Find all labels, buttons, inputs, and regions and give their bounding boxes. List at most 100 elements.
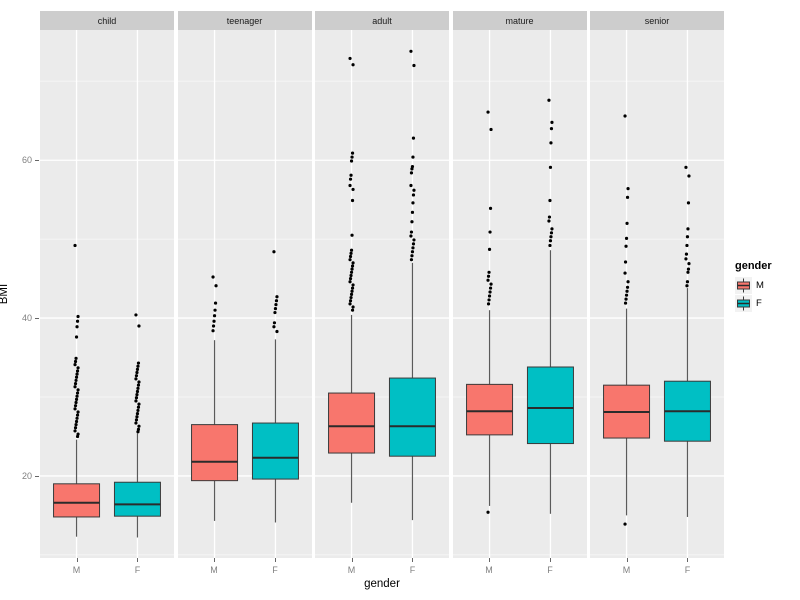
outlier-point [626, 187, 630, 191]
boxplot-mature-F [526, 98, 574, 445]
boxplot-senior-F [663, 165, 711, 442]
outlier-point [213, 301, 217, 305]
outlier-point [73, 385, 77, 389]
outlier-point [488, 282, 493, 286]
outlier-point [136, 430, 140, 434]
facet-strip: mature [452, 11, 587, 30]
outlier-point [546, 219, 551, 223]
outlier-point [136, 383, 141, 387]
facet-panel [452, 30, 587, 558]
x-tick-mark [549, 558, 551, 562]
outlier-point [76, 366, 80, 370]
outlier-point [137, 402, 141, 406]
outlier-point [547, 243, 552, 248]
outlier-point [547, 215, 551, 219]
outlier-point [211, 324, 215, 328]
outlier-point [349, 292, 354, 296]
x-tick-mark [351, 558, 353, 562]
y-tick-label: 60 [21, 155, 32, 166]
outlier-point [686, 267, 691, 271]
legend-item: M [735, 276, 799, 294]
outlier-point [136, 386, 140, 390]
outlier-point [137, 424, 141, 428]
facet-strip: adult [315, 11, 449, 30]
outlier-point [74, 335, 79, 339]
outlier-point [135, 367, 140, 371]
outlier-point [687, 262, 691, 266]
facet-strip: child [40, 11, 174, 30]
legend-key-boxplot-glyph [735, 276, 752, 294]
outlier-point [410, 220, 414, 224]
outlier-point [75, 369, 80, 373]
outlier-point [349, 273, 353, 278]
outlier-point [487, 230, 492, 234]
boxplot-child-F [113, 313, 161, 517]
x-tick-label: M [622, 565, 631, 575]
outlier-point [488, 206, 492, 210]
outlier-point [75, 416, 79, 420]
outlier-point [412, 238, 416, 242]
outlier-point [626, 280, 630, 284]
outlier-point [348, 280, 352, 284]
outlier-point [74, 423, 78, 427]
outlier-point [624, 236, 629, 240]
outlier-point [486, 274, 490, 278]
outlier-point [137, 380, 141, 384]
x-tick-label: F [409, 565, 416, 575]
outlier-point [350, 151, 355, 155]
outlier-point [134, 374, 139, 378]
outlier-point [348, 277, 353, 281]
outlier-point [351, 283, 355, 287]
outlier-point [412, 63, 416, 68]
facet-panel [177, 30, 312, 558]
outlier-point [73, 426, 78, 430]
outlier-point [549, 120, 554, 124]
outlier-point [75, 319, 80, 323]
outlier-point [75, 413, 80, 417]
outlier-point [73, 359, 78, 364]
boxplot-adult-M [328, 56, 376, 454]
outlier-point [76, 410, 80, 414]
outlier-point [487, 247, 491, 252]
outlier-point [350, 286, 355, 290]
facet-strip: teenager [177, 11, 312, 30]
outlier-point [73, 381, 78, 386]
outlier-point [549, 227, 554, 231]
facet-panel [590, 30, 724, 558]
outlier-point [411, 242, 416, 246]
outlier-point [351, 187, 355, 192]
outlier-point [623, 522, 627, 526]
outlier-point [686, 201, 691, 205]
outlier-point [349, 173, 353, 177]
outlier-point [409, 49, 413, 53]
outlier-point [623, 260, 628, 264]
y-axis-title: BMI [0, 283, 10, 305]
outlier-point [487, 294, 491, 298]
outlier-point [135, 415, 139, 419]
legend-item: F [735, 294, 799, 312]
y-tick-mark [35, 160, 39, 162]
outlier-point [486, 270, 491, 274]
outlier-point [76, 388, 80, 392]
outlier-point [134, 313, 138, 317]
outlier-point [74, 378, 78, 383]
outlier-point [351, 261, 355, 265]
outlier-point [349, 295, 353, 300]
outlier-point [273, 307, 277, 311]
boxplot-senior-M [603, 114, 651, 526]
outlier-point [410, 250, 415, 254]
outlier-point [411, 193, 416, 197]
outlier-point [134, 421, 138, 425]
x-tick-label: F [547, 565, 553, 575]
x-tick-mark [137, 558, 139, 562]
outlier-point [349, 251, 353, 255]
outlier-point [74, 356, 78, 360]
outlier-point [348, 302, 352, 306]
outlier-point [488, 127, 493, 132]
outlier-point [73, 243, 77, 248]
outlier-point [134, 377, 138, 381]
outlier-point [348, 183, 352, 188]
outlier-point [409, 183, 413, 188]
x-axis-title: gender [364, 578, 400, 590]
